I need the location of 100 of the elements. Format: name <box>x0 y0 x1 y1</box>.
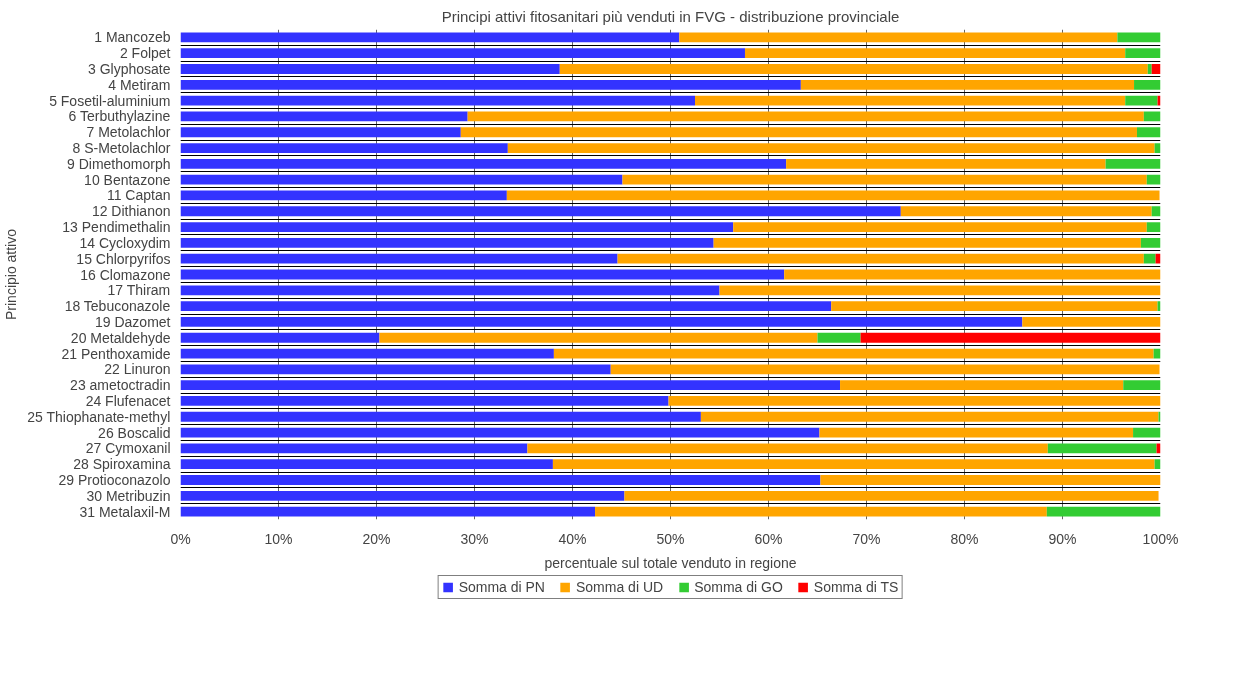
bar <box>624 490 1159 501</box>
y-tick-label: 5 Fosetil-aluminium <box>49 92 171 109</box>
bar <box>1125 95 1158 106</box>
bar <box>800 79 1135 90</box>
bar <box>180 79 801 90</box>
legend-label: Somma di TS <box>813 579 899 596</box>
bar <box>1151 206 1161 217</box>
bar <box>1117 32 1161 43</box>
bar <box>786 158 1106 169</box>
x-tick-label: 90% <box>1048 530 1077 547</box>
bar <box>622 174 1147 185</box>
bar <box>180 380 841 391</box>
bar <box>180 127 461 138</box>
bar <box>180 95 695 106</box>
bar <box>610 364 1160 375</box>
bar <box>617 253 1144 264</box>
bar <box>180 253 618 264</box>
bar <box>1140 237 1161 248</box>
bar <box>180 222 734 232</box>
bar <box>180 301 832 312</box>
y-tick-label: 7 Metolachlor <box>86 124 171 141</box>
bar <box>527 443 1048 454</box>
bar <box>180 48 745 59</box>
bar <box>180 490 625 501</box>
bar <box>180 206 901 217</box>
bar <box>559 64 1148 74</box>
y-tick-label: 16 Clomazone <box>80 266 171 283</box>
bar <box>553 348 1154 359</box>
y-tick-label: 23 ametoctradin <box>70 377 171 394</box>
y-tick-label: 17 Thiram <box>107 282 171 299</box>
bar <box>180 364 611 375</box>
x-tick-label: 10% <box>264 530 293 547</box>
bar <box>817 332 861 343</box>
y-tick-label: 25 Thiophanate-methyl <box>27 408 171 425</box>
y-tick-label: 10 Bentazone <box>84 171 171 188</box>
bar <box>506 190 1160 201</box>
bar <box>831 301 1158 312</box>
x-tick-label: 40% <box>558 530 587 547</box>
bar <box>1123 380 1161 391</box>
y-tick-label: 11 Captan <box>106 187 171 204</box>
bar <box>1134 79 1161 90</box>
bar <box>180 411 701 422</box>
bar <box>1105 158 1161 169</box>
y-tick-label: 22 Linuron <box>104 361 171 378</box>
bar <box>668 396 1161 406</box>
bar <box>713 237 1141 248</box>
bar <box>180 111 468 122</box>
y-tick-label: 24 Flufenacet <box>85 392 171 409</box>
bar <box>695 95 1126 106</box>
y-tick-label: 28 Spiroxamina <box>73 456 171 473</box>
bar <box>744 48 1126 59</box>
y-tick-label: 18 Tebuconazole <box>64 298 171 315</box>
bar <box>180 143 508 153</box>
y-tick-label: 13 Pendimethalin <box>62 219 171 236</box>
bar <box>719 285 1161 296</box>
bar <box>180 348 554 359</box>
y-tick-label: 27 Cymoxanil <box>85 440 171 457</box>
y-tick-label: 6 Terbuthylazine <box>68 108 171 125</box>
bar <box>180 459 553 470</box>
bar <box>180 64 560 74</box>
bar <box>1151 64 1161 74</box>
y-tick-label: 26 Boscalid <box>98 424 171 441</box>
x-tick-label: 80% <box>950 530 979 547</box>
y-tick-label: 1 Mancozeb <box>94 29 171 46</box>
y-axis-title: Principio attivo <box>3 228 20 321</box>
bar <box>1143 253 1156 264</box>
x-tick-label: 30% <box>460 530 489 547</box>
y-tick-label: 19 Dazomet <box>95 313 171 330</box>
x-tick-label: 20% <box>362 530 391 547</box>
bar <box>595 506 1047 517</box>
bar <box>180 475 821 485</box>
x-axis-title: percentuale sul totale venduto in regione <box>544 554 797 571</box>
bar <box>180 237 714 248</box>
x-tick-label: 100% <box>1142 530 1179 547</box>
bar <box>180 317 1023 327</box>
bar <box>679 32 1118 43</box>
bar <box>180 506 596 517</box>
x-tick-label: 70% <box>852 530 881 547</box>
bar <box>180 269 785 280</box>
bar <box>180 285 720 296</box>
bar <box>379 332 818 343</box>
bar <box>700 411 1159 422</box>
y-tick-label: 21 Penthoxamide <box>61 345 171 362</box>
bar <box>180 427 820 438</box>
legend-label: Somma di UD <box>575 579 664 596</box>
bar <box>900 206 1152 217</box>
y-tick-label: 9 Dimethomorph <box>67 155 171 172</box>
bar <box>819 427 1134 438</box>
bar <box>180 190 507 201</box>
bar <box>180 158 787 169</box>
bar <box>1022 317 1161 327</box>
x-tick-label: 0% <box>170 530 191 547</box>
bar <box>1146 222 1161 232</box>
y-tick-label: 8 S-Metolachlor <box>72 140 171 157</box>
bar <box>180 32 680 43</box>
bar <box>1147 64 1152 74</box>
chart-title: Principi attivi fitosanitari più venduti in FVG - distribuzione provinciale <box>441 7 900 25</box>
bar <box>467 111 1144 122</box>
y-tick-label: 12 Dithianon <box>91 203 171 220</box>
x-tick-label: 50% <box>656 530 685 547</box>
